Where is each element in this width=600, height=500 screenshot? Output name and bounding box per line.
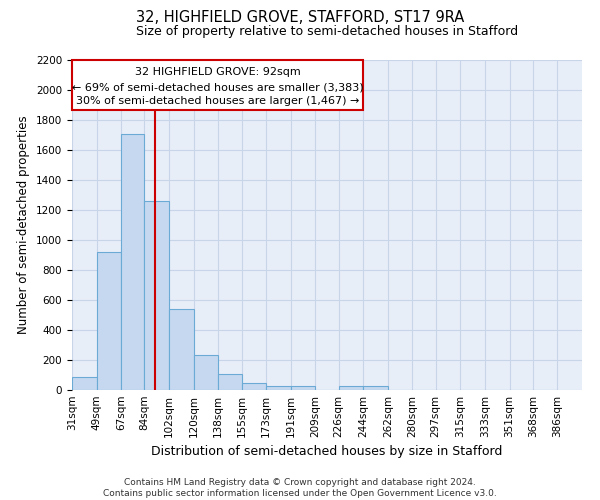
Text: 32, HIGHFIELD GROVE, STAFFORD, ST17 9RA: 32, HIGHFIELD GROVE, STAFFORD, ST17 9RA <box>136 10 464 25</box>
Bar <box>363 386 388 390</box>
Bar <box>218 374 242 390</box>
Bar <box>338 386 363 390</box>
Title: Size of property relative to semi-detached houses in Stafford: Size of property relative to semi-detach… <box>136 25 518 38</box>
X-axis label: Distribution of semi-detached houses by size in Stafford: Distribution of semi-detached houses by … <box>151 446 503 458</box>
Text: ← 69% of semi-detached houses are smaller (3,383): ← 69% of semi-detached houses are smalle… <box>72 82 364 92</box>
Bar <box>291 386 316 390</box>
Text: 30% of semi-detached houses are larger (1,467) →: 30% of semi-detached houses are larger (… <box>76 96 359 106</box>
Bar <box>121 134 145 390</box>
Bar <box>145 201 169 390</box>
Bar <box>97 252 121 390</box>
Bar <box>266 386 291 390</box>
Text: 32 HIGHFIELD GROVE: 92sqm: 32 HIGHFIELD GROVE: 92sqm <box>135 68 301 78</box>
FancyBboxPatch shape <box>72 60 363 110</box>
Y-axis label: Number of semi-detached properties: Number of semi-detached properties <box>17 116 31 334</box>
Text: Contains HM Land Registry data © Crown copyright and database right 2024.
Contai: Contains HM Land Registry data © Crown c… <box>103 478 497 498</box>
Bar <box>194 355 218 390</box>
Bar <box>242 383 266 390</box>
Bar <box>72 376 97 390</box>
Bar <box>169 309 194 390</box>
